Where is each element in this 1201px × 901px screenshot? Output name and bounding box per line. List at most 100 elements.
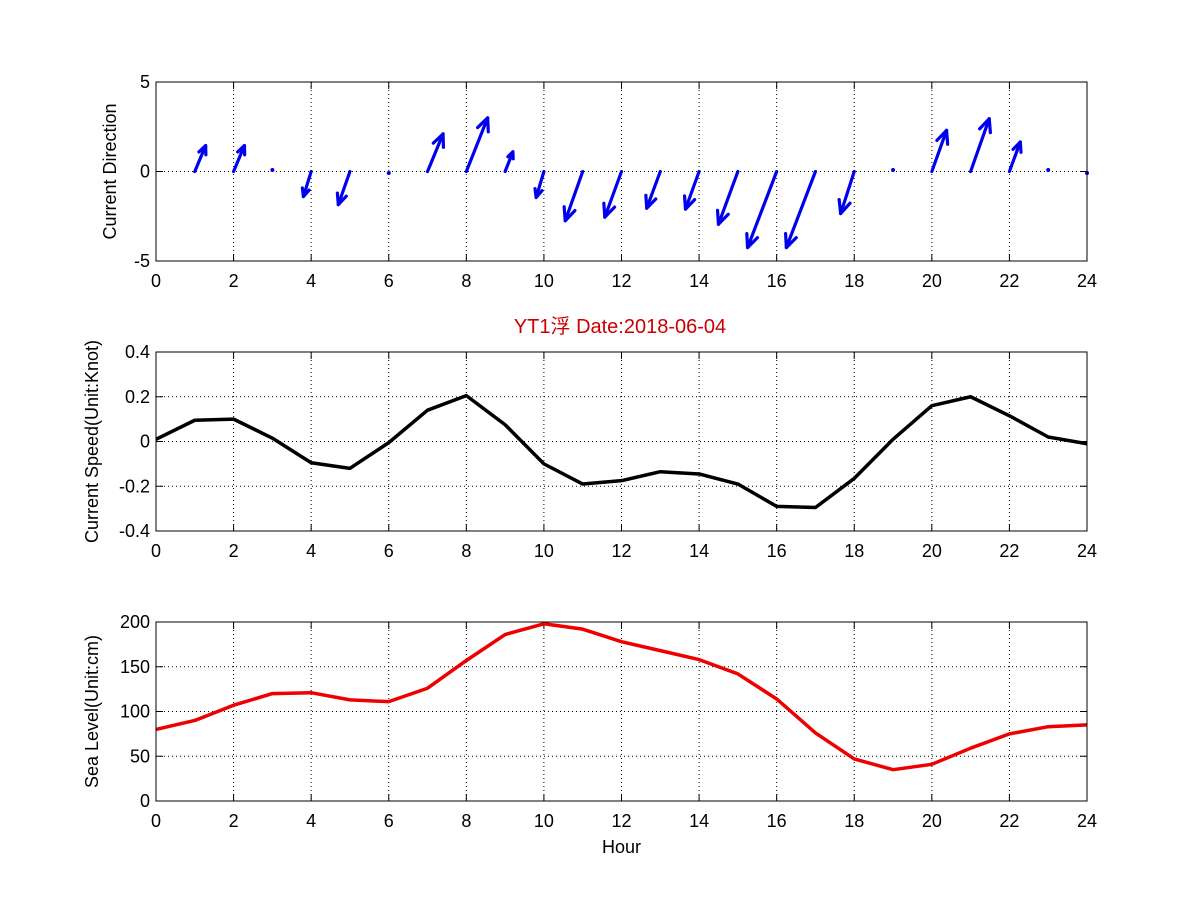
dir-arrow: [969, 117, 992, 174]
speed-x-tick-label: 16: [767, 541, 787, 561]
dir-arrow-shaft: [301, 169, 313, 199]
dir-arrow: [837, 169, 856, 216]
speed-x-tick-label: 0: [151, 541, 161, 561]
speed-plot-area: [156, 352, 1087, 531]
sea-series-line: [155, 622, 1088, 772]
speed-x-tick-label: 20: [922, 541, 942, 561]
sea-x-tick-label: 18: [844, 811, 864, 831]
dir-x-tick-label: 22: [999, 271, 1019, 291]
sea-y-tick-label: 150: [120, 657, 150, 677]
sea-y-tick-label: 50: [130, 746, 150, 766]
dir-arrow-head: [978, 117, 992, 135]
dir-y-tick-label: 0: [140, 162, 150, 182]
speed-x-tick-label: 4: [306, 541, 316, 561]
sea-y-tick-label: 0: [140, 791, 150, 811]
speed-y-tick-label: -0.4: [119, 521, 150, 541]
dir-arrow: [335, 169, 352, 207]
sea-x-tick-label: 6: [384, 811, 394, 831]
dir-y-axis-label: Current Direction: [100, 103, 120, 239]
dir-x-tick-label: 10: [534, 271, 554, 291]
dir-x-tick-label: 0: [151, 271, 161, 291]
dir-arrow: [300, 169, 313, 199]
sea-x-tick-label: 12: [611, 811, 631, 831]
dir-arrow: [270, 168, 275, 172]
sea-x-tick-label: 14: [689, 811, 709, 831]
dir-arrow: [464, 116, 490, 174]
dir-arrow: [562, 169, 585, 223]
dir-arrow-shaft: [336, 169, 352, 207]
sea-x-tick-label: 16: [767, 811, 787, 831]
dir-arrow: [533, 169, 546, 200]
sea-y-tick-label: 100: [120, 702, 150, 722]
dir-arrow-shaft: [745, 169, 779, 250]
speed-x-tick-label: 22: [999, 541, 1019, 561]
speed-x-tick-label: 12: [611, 541, 631, 561]
speed-y-tick-label: 0: [140, 432, 150, 452]
dir-x-tick-label: 18: [844, 271, 864, 291]
dir-arrow: [1007, 140, 1023, 174]
dir-arrow: [644, 169, 662, 210]
dir-y-tick-label: 5: [140, 72, 150, 92]
speed-x-tick-label: 18: [844, 541, 864, 561]
dir-arrow: [891, 168, 896, 172]
dir-arrow-shaft: [683, 169, 701, 211]
sea-plot-area: [156, 622, 1087, 801]
sea-y-axis-label: Sea Level(Unit:cm): [82, 635, 102, 788]
dir-arrow-head: [476, 116, 490, 134]
dir-x-tick-label: 24: [1077, 271, 1097, 291]
dir-arrow: [193, 143, 208, 174]
sea-x-axis-label: Hour: [602, 837, 641, 857]
dir-arrow-head: [1011, 140, 1023, 154]
dir-arrow-head: [533, 186, 544, 200]
speed-y-tick-label: 0.4: [125, 342, 150, 362]
sea-y-tick-label: 200: [120, 612, 150, 632]
dir-arrow: [602, 169, 624, 219]
speed-x-tick-label: 10: [534, 541, 554, 561]
dir-arrow-shaft: [425, 132, 445, 174]
dir-x-tick-label: 14: [689, 271, 709, 291]
dir-y-tick-label: -5: [134, 251, 150, 271]
speed-axes-frame: [155, 351, 1088, 532]
dir-x-tick-label: 4: [306, 271, 316, 291]
dir-axes-frame: [155, 81, 1088, 262]
dir-x-tick-label: 16: [767, 271, 787, 291]
speed-x-tick-label: 14: [689, 541, 709, 561]
dir-arrow-head: [602, 201, 617, 219]
sea-x-tick-label: 0: [151, 811, 161, 831]
dir-arrow-head: [837, 198, 852, 216]
sea-x-tick-label: 20: [922, 811, 942, 831]
dir-arrow-shaft: [645, 169, 662, 210]
dir-arrow-head: [197, 143, 208, 157]
dir-arrow-shaft: [1007, 140, 1022, 174]
speed-y-axis-label: Current Speed(Unit:Knot): [82, 340, 102, 543]
dir-arrow-shaft: [784, 169, 818, 250]
dir-arrow-head: [935, 128, 950, 146]
dir-x-tick-label: 20: [922, 271, 942, 291]
dir-arrow-dot: [891, 168, 896, 172]
dir-arrow-head: [431, 132, 446, 149]
dir-arrow-shaft: [193, 143, 208, 174]
speed-series-line: [155, 393, 1088, 510]
dir-arrow-shaft: [464, 116, 490, 174]
sea-x-tick-label: 24: [1077, 811, 1097, 831]
dir-arrow-dot: [1046, 168, 1051, 172]
figure-title: YT1浮 Date:2018-06-04: [514, 315, 726, 338]
sea-x-tick-label: 2: [229, 811, 239, 831]
dir-arrow-head: [715, 208, 730, 226]
dir-arrow-head: [644, 193, 658, 210]
speed-x-tick-label: 24: [1077, 541, 1097, 561]
dir-arrow-head: [783, 231, 798, 250]
sea-x-tick-label: 10: [534, 811, 554, 831]
dir-x-tick-label: 2: [229, 271, 239, 291]
dir-arrow-head: [682, 194, 697, 211]
dir-arrow: [1046, 168, 1051, 172]
dir-arrow-head: [335, 191, 348, 207]
dir-arrow-shaft: [231, 143, 247, 174]
current-speed-panel: 0 2 4 6 8 10 12 14 16 18 20 22 24-0.4-0.200.20.4Curr…: [82, 340, 1097, 561]
dir-arrow-shaft: [716, 169, 740, 226]
speed-x-tick-label: 8: [461, 541, 471, 561]
speed-x-tick-label: 6: [384, 541, 394, 561]
dir-arrow-shaft: [534, 169, 546, 200]
